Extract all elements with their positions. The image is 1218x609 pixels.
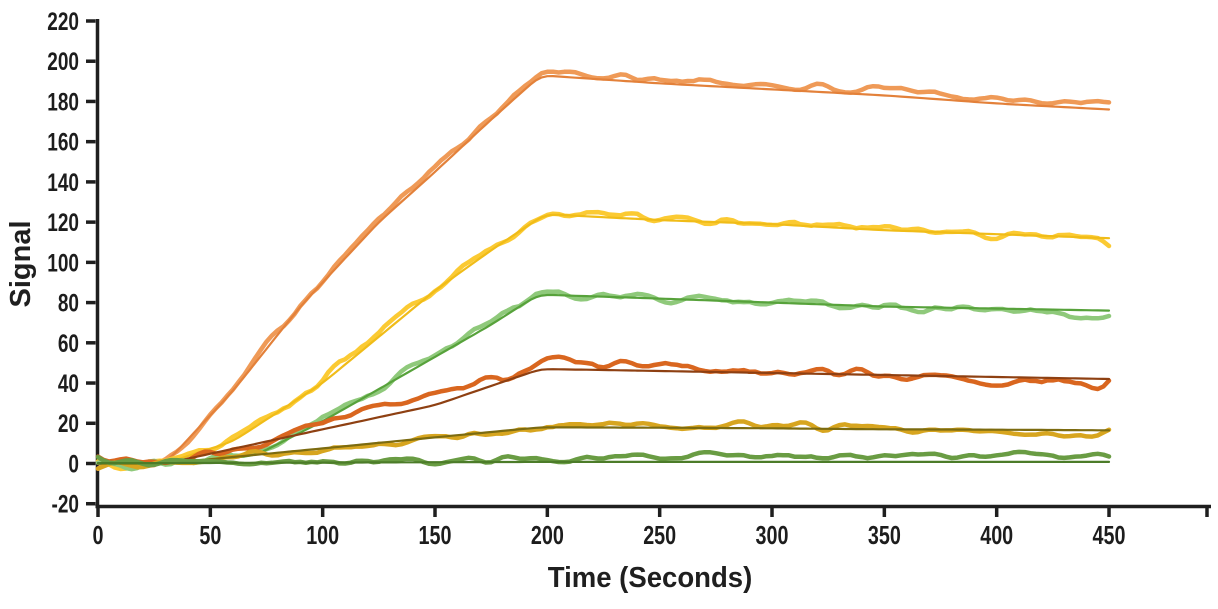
trace-3-measured-curve — [95, 289, 1112, 472]
trace-1-fit-curve — [96, 74, 1111, 465]
y-tick-label: 0 — [68, 450, 79, 478]
x-tick-label: 0 — [93, 520, 104, 549]
y-tick-label: 120 — [47, 209, 79, 237]
trace-3-fit-curve — [96, 293, 1111, 465]
trace-1-measured-curve — [95, 69, 1112, 472]
x-tick-label: 150 — [419, 520, 452, 549]
trace-4-fit-curve — [96, 368, 1111, 465]
trace-4-measured-curve — [95, 354, 1112, 466]
y-tick-label: 200 — [47, 48, 79, 76]
y-tick-label: 220 — [47, 7, 79, 35]
y-tick-label: 100 — [47, 249, 79, 277]
x-tick-label: 250 — [643, 520, 676, 549]
x-tick-label: 100 — [306, 520, 339, 549]
x-tick-label: 300 — [756, 520, 789, 549]
plot-area: -20 0 20 40 60 80 100 120 140 160 180 200 220 0 50 100 1… — [47, 7, 1211, 550]
y-tick-label: -20 — [52, 490, 79, 518]
trace-6-fit-curve — [96, 460, 1111, 465]
y-tick-label: 60 — [58, 329, 79, 357]
trace-2-fit-curve — [96, 213, 1111, 465]
y-tick-label: 180 — [47, 88, 79, 116]
x-tick-label: 450 — [1093, 520, 1126, 549]
trace-5-fit-curve — [96, 426, 1111, 465]
y-tick-label: 80 — [58, 289, 79, 317]
y-tick-label: 160 — [47, 128, 79, 156]
y-tick-label: 140 — [47, 168, 79, 196]
y-tick-label: 40 — [58, 369, 79, 397]
y-axis-title: Signal — [5, 220, 37, 307]
x-tick-label: 200 — [531, 520, 564, 549]
y-tick-label: 20 — [58, 410, 79, 438]
x-axis-title: Time (Seconds) — [548, 560, 753, 593]
x-tick-label: 50 — [199, 520, 221, 549]
x-tick-label: 400 — [980, 520, 1013, 549]
x-tick-label: 350 — [868, 520, 901, 549]
